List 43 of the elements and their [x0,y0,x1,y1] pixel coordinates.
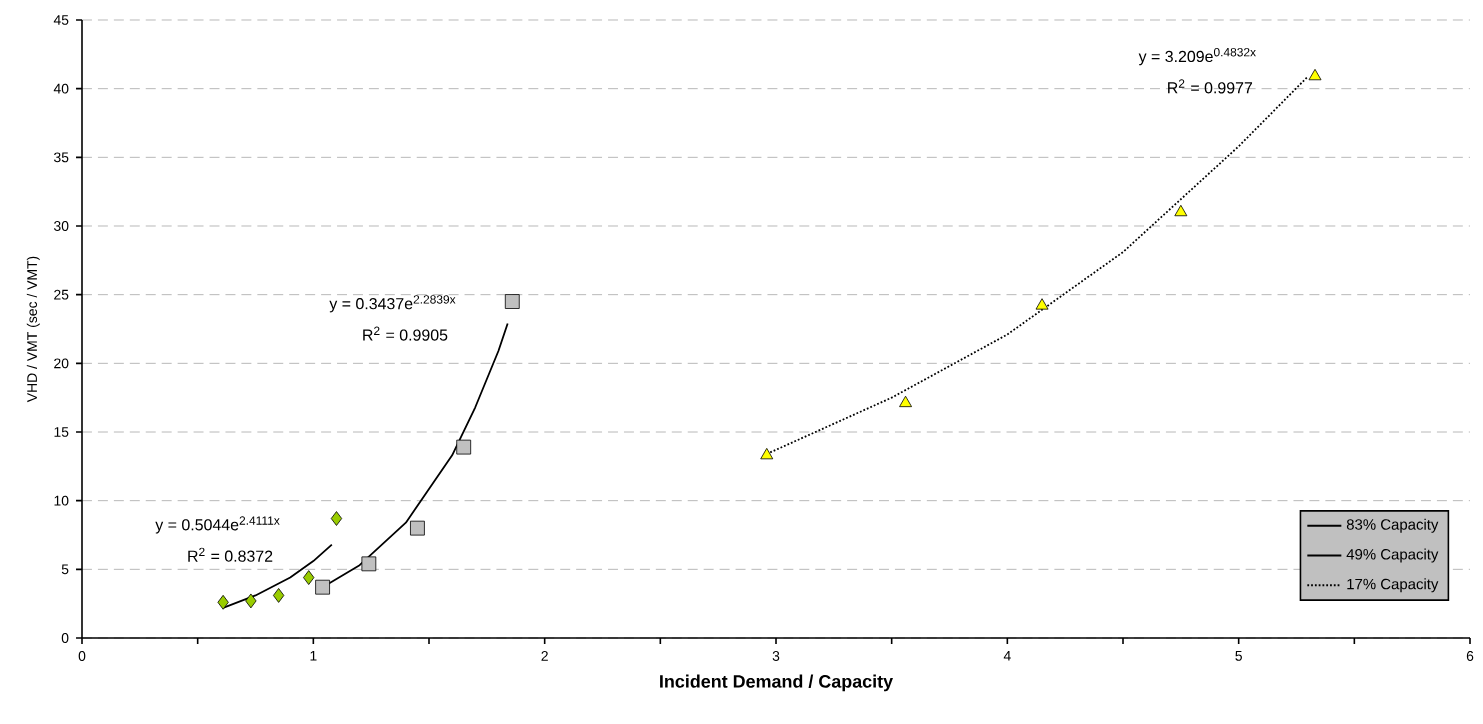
point [273,588,285,603]
y-tick-label: 15 [54,427,69,437]
legend-label: 17% Capacity [1347,578,1439,593]
point [504,294,520,309]
annotation: y = 0.3437e$^{2.2839x}$ [329,295,456,313]
x-tick-label: 3 [772,651,780,661]
point [303,570,315,585]
y-tick-label: 25 [54,289,69,300]
point [361,556,377,572]
y-tick-label: 10 [54,495,69,506]
y-tick-label: 35 [54,152,69,163]
x-tick-label: 0 [78,651,86,661]
point [760,447,774,460]
point [1035,298,1049,310]
x-tick-label: 2 [541,651,548,661]
x-tick-label: 6 [1466,651,1474,661]
y-tick-label: 0 [61,633,69,643]
point [217,594,229,610]
point [410,520,425,536]
annotation: R$^{2}$ = 0.9977 [1168,79,1253,94]
annotation: R$^{2}$ = 0.9905 [363,326,448,341]
point [245,593,257,609]
x-axis-title: Incident Demand / Capacity [660,674,893,692]
y-axis-title: VHD / VMT (sec / VMT) [26,256,40,403]
y-tick-label: 30 [54,221,69,231]
point [1308,68,1322,81]
x-tick-label: 1 [310,651,317,661]
legend-label: 83% Capacity [1346,518,1439,533]
y-tick-label: 40 [53,83,69,94]
annotation: y = 3.209e$^{0.4832x}$ [1138,47,1256,66]
point [330,511,343,526]
y-tick-label: 20 [54,358,69,369]
point [315,579,330,595]
point [1174,204,1188,217]
annotation: y = 0.5044e$^{2.4111x}$ [155,516,280,534]
y-tick-label: 5 [61,564,69,575]
point [456,439,472,455]
annotation: R$^{2}$ = 0.8372 [188,547,273,562]
x-tick-label: 5 [1235,651,1242,661]
x-tick-label: 4 [1003,651,1011,661]
point [899,395,912,408]
y-tick-label: 45 [53,15,69,25]
legend-label: 49% Capacity [1346,548,1439,563]
